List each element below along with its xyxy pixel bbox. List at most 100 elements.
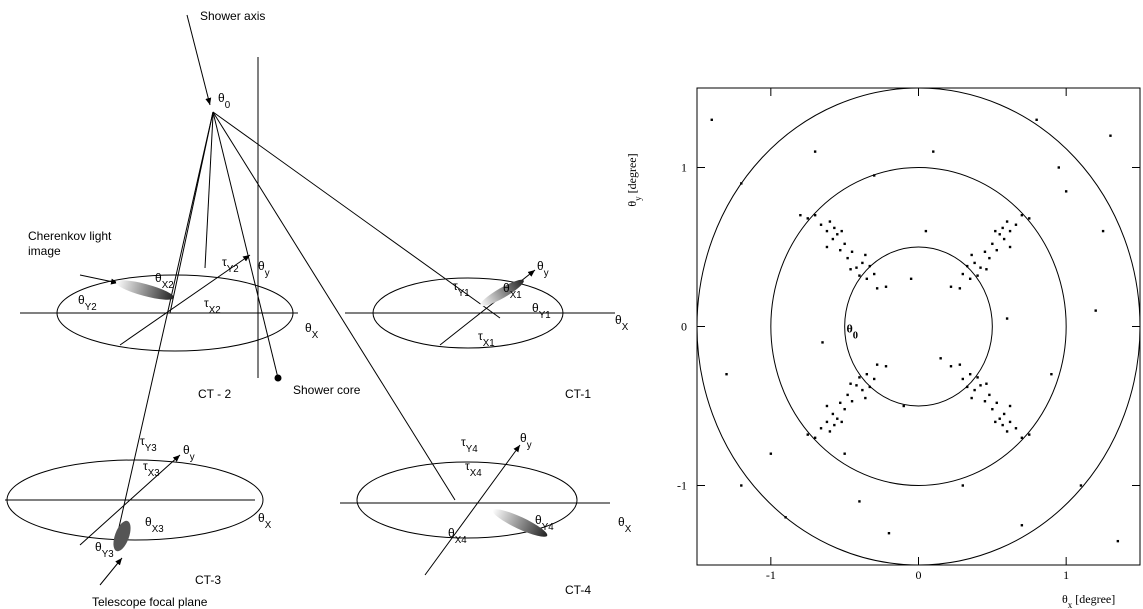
label-sub: X3 bbox=[152, 524, 164, 535]
point bbox=[814, 437, 816, 439]
label: CT-4 bbox=[565, 583, 591, 597]
point bbox=[973, 262, 975, 264]
point bbox=[869, 386, 871, 388]
label-sub: X2 bbox=[162, 280, 174, 291]
point bbox=[855, 266, 857, 268]
point bbox=[903, 405, 905, 407]
point bbox=[984, 400, 986, 402]
x-tick-label: -1 bbox=[766, 568, 776, 582]
point bbox=[839, 249, 841, 251]
label: CT-1 bbox=[565, 387, 591, 401]
label-sub: y bbox=[544, 268, 549, 279]
label: θX3 bbox=[145, 515, 164, 535]
point bbox=[1001, 227, 1003, 229]
point bbox=[996, 402, 998, 404]
point bbox=[855, 384, 857, 386]
point bbox=[970, 397, 972, 399]
point bbox=[988, 257, 990, 259]
point bbox=[826, 421, 828, 423]
label-sub: 0 bbox=[853, 330, 858, 341]
label-rest: [degree] bbox=[1072, 592, 1115, 606]
point bbox=[864, 397, 866, 399]
point bbox=[851, 251, 853, 253]
point bbox=[950, 365, 952, 367]
point bbox=[996, 249, 998, 251]
y-tick-label: 0 bbox=[681, 320, 687, 334]
point bbox=[959, 363, 961, 365]
label-sub: Y4 bbox=[466, 444, 479, 455]
point bbox=[799, 214, 801, 216]
label-text: CT-4 bbox=[565, 583, 591, 597]
label-sub: Y1 bbox=[539, 310, 551, 321]
point bbox=[985, 383, 987, 385]
point bbox=[1065, 190, 1067, 192]
pointer bbox=[100, 558, 122, 585]
label: θy [degree] bbox=[625, 153, 643, 206]
point bbox=[740, 484, 742, 486]
x-tick-label: 1 bbox=[1063, 568, 1069, 582]
point bbox=[910, 278, 912, 280]
point bbox=[991, 408, 993, 410]
point bbox=[826, 246, 828, 248]
point bbox=[832, 413, 834, 415]
point bbox=[833, 424, 835, 426]
label: θ0 bbox=[847, 322, 859, 342]
point bbox=[866, 278, 868, 280]
label-text: Cherenkov light bbox=[28, 229, 112, 243]
diagram bbox=[5, 15, 615, 585]
point bbox=[869, 265, 871, 267]
point bbox=[814, 214, 816, 216]
ray bbox=[170, 112, 213, 313]
label-rest: [degree] bbox=[625, 153, 639, 196]
point bbox=[1015, 224, 1017, 226]
point bbox=[985, 268, 987, 270]
label-sub: y bbox=[265, 268, 270, 279]
reference-circle bbox=[845, 247, 993, 406]
label-sub: Y1 bbox=[458, 288, 470, 299]
label: image bbox=[28, 244, 61, 258]
point bbox=[999, 418, 1001, 420]
y-tick-label: 1 bbox=[681, 161, 687, 175]
label: θy bbox=[537, 259, 549, 279]
label-sub: y bbox=[527, 440, 532, 451]
label-sub: X bbox=[622, 322, 629, 333]
label-sub: Y4 bbox=[542, 522, 555, 533]
shower-axis bbox=[187, 15, 210, 105]
label-text: CT-3 bbox=[195, 573, 221, 587]
label: θy bbox=[258, 259, 270, 279]
point bbox=[1009, 246, 1011, 248]
point bbox=[1102, 230, 1104, 232]
point bbox=[1021, 437, 1023, 439]
point bbox=[784, 516, 786, 518]
label: τX1 bbox=[478, 329, 495, 349]
point bbox=[999, 233, 1001, 235]
label-text: Telescope focal plane bbox=[92, 595, 208, 609]
point bbox=[950, 286, 952, 288]
point bbox=[740, 182, 742, 184]
label-sub: Y3 bbox=[145, 443, 157, 454]
label: θX4 bbox=[448, 526, 467, 546]
point bbox=[858, 376, 860, 378]
point bbox=[885, 286, 887, 288]
point bbox=[885, 365, 887, 367]
point bbox=[979, 384, 981, 386]
point bbox=[1028, 217, 1030, 219]
point bbox=[994, 421, 996, 423]
label-sub: 0 bbox=[225, 100, 231, 111]
point bbox=[932, 150, 934, 152]
label: τX3 bbox=[143, 459, 160, 479]
label: θ0 bbox=[218, 91, 231, 111]
pointer bbox=[80, 275, 118, 283]
point bbox=[814, 150, 816, 152]
point bbox=[959, 287, 961, 289]
point bbox=[843, 243, 845, 245]
label-sub: X bbox=[265, 520, 272, 531]
point bbox=[1058, 166, 1060, 168]
label: Cherenkov light bbox=[28, 229, 112, 243]
label-sub: X1 bbox=[483, 338, 495, 349]
label-sub: X bbox=[312, 330, 319, 341]
label: Shower core bbox=[293, 383, 361, 397]
point bbox=[866, 373, 868, 375]
point bbox=[1035, 119, 1037, 121]
